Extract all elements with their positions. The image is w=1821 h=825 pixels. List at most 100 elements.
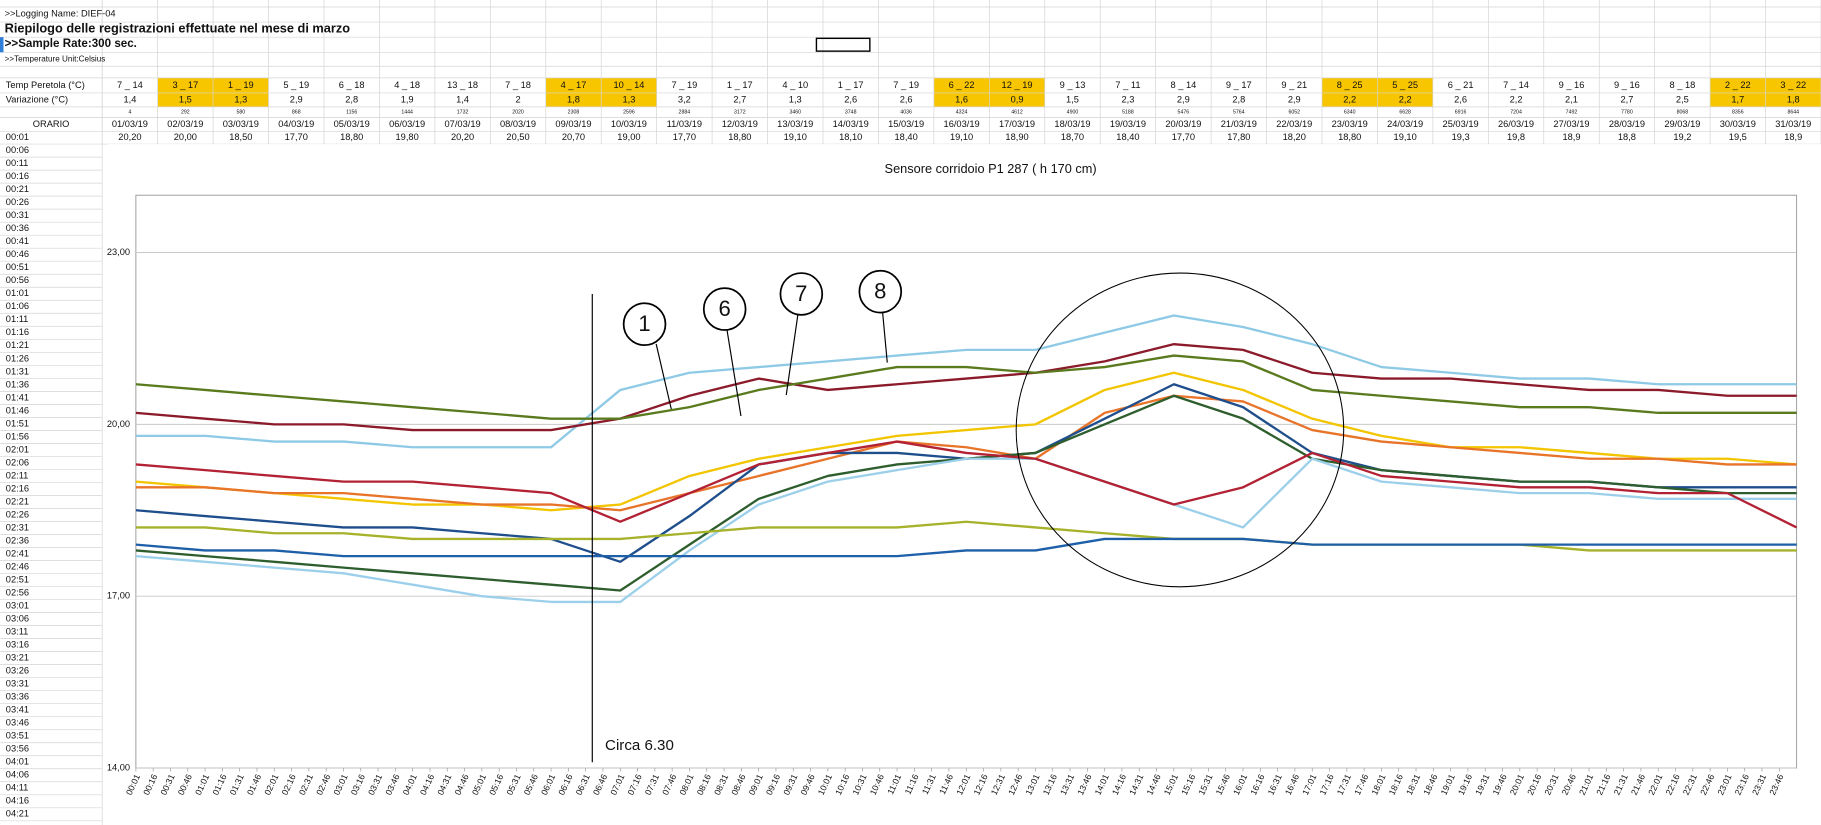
cell: 25/03/19 [1443,119,1479,129]
cell: 30/03/19 [1720,119,1756,129]
cell: 1,8 [567,94,580,104]
cell: 18,80 [728,132,751,142]
cell: 19,10 [784,132,807,142]
cell: 6 _ 18 [339,80,365,90]
highlight-cell [601,77,657,93]
callout-leader [726,329,742,417]
callout-leader [882,312,888,363]
highlight-cell [1321,77,1378,93]
cell: 2,6 [1454,94,1467,104]
time-cell: 03:16 [6,640,29,650]
cell: 2,9 [1288,94,1301,104]
time-cell: 01:16 [6,327,29,337]
cell: 1,6 [955,94,968,104]
cell: 06/03/19 [389,119,425,129]
cell: 7 _ 19 [671,80,697,90]
time-cell: 02:11 [6,470,29,480]
cell: 20,50 [506,132,529,142]
cell: 19,5 [1729,132,1747,142]
time-cell: 01:21 [6,340,29,350]
cell: 1,3 [234,94,247,104]
callout [858,269,903,314]
cell: 17,70 [285,132,308,142]
cell: 2596 [623,110,635,116]
cell: 20,00 [174,132,197,142]
cell: 20,70 [562,132,585,142]
cell: 13/03/19 [777,119,813,129]
time-cell: 00:21 [6,184,29,194]
time-cell: 00:06 [6,145,29,155]
cell: 3172 [734,110,746,116]
cell: 19,00 [617,132,640,142]
cell: 18,8 [1618,132,1636,142]
cell: 26/03/19 [1498,119,1534,129]
cell: 08/03/19 [500,119,536,129]
time-cell: 00:11 [6,158,29,168]
cell: 8068 [1677,110,1689,116]
cell: 2,1 [1565,94,1578,104]
time-cell: 03:41 [6,705,29,715]
cell: 3,2 [678,94,691,104]
highlight-cell [545,92,602,107]
cell: 17,70 [1172,132,1195,142]
annotation: Circa 6.30 [605,737,674,754]
cell: 28/03/19 [1609,119,1645,129]
cell: 09/03/19 [555,119,591,129]
callout [702,287,747,331]
cell: 6 _ 22 [949,80,975,90]
selected-cell[interactable] [815,37,871,52]
cell: 1444 [401,110,413,116]
time-cell: 04:11 [6,783,29,793]
time-cell: 00:16 [6,171,29,181]
cell: 10 _ 14 [613,80,644,90]
time-cell: 01:41 [6,392,29,402]
cell: 19,80 [396,132,419,142]
cell: 1,9 [401,94,414,104]
highlight-cell [213,92,269,107]
cell: 18/03/19 [1054,119,1090,129]
series-line [135,314,1797,449]
highlight-cell [545,77,602,93]
cell: 10/03/19 [611,119,647,129]
series-line [135,354,1797,420]
chart-title: Sensore corridoio P1 287 ( h 170 cm) [885,161,1097,176]
cell: 1 _ 17 [838,80,864,90]
cell: 1,5 [179,94,192,104]
cell: 05/03/19 [334,119,370,129]
cell: 7780 [1621,110,1633,116]
time-cell: 00:46 [6,249,29,259]
cell: 04/03/19 [278,119,314,129]
time-cell: 00:26 [6,197,29,207]
cell: 7 _ 11 [1115,80,1140,90]
time-cell: 01:46 [6,405,29,415]
cell: 9 _ 21 [1281,80,1307,90]
row-label: Temp Peretola (°C) [6,80,85,90]
row-label: Variazione (°C) [6,94,68,104]
time-cell: 02:46 [6,561,29,571]
time-cell: 02:31 [6,522,29,532]
cell: 4 _ 10 [782,80,808,90]
row-label: 00:01 [6,132,29,142]
cell: 8356 [1732,110,1744,116]
callout-leader [655,343,672,410]
cell: 868 [292,110,301,116]
cell: 2 _ 22 [1725,80,1751,90]
cell: 6052 [1288,110,1300,116]
cell: 9 _ 16 [1614,80,1640,90]
cell: 5 _ 19 [283,80,309,90]
time-cell: 02:16 [6,483,29,493]
cell: 18,20 [1283,132,1306,142]
cell: 27/03/19 [1553,119,1589,129]
cell: 2,5 [1676,94,1689,104]
time-cell: 00:36 [6,223,29,233]
time-cell: 03:01 [6,601,29,611]
cell: 3 _ 22 [1780,80,1806,90]
callout-label: 6 [719,296,731,321]
time-cell: 00:51 [6,262,29,272]
cell: 2,6 [844,94,857,104]
time-cell: 03:36 [6,692,29,702]
cell: 2,7 [1620,94,1633,104]
cell: 6 _ 21 [1448,80,1474,90]
cell: 4 _ 17 [561,80,587,90]
